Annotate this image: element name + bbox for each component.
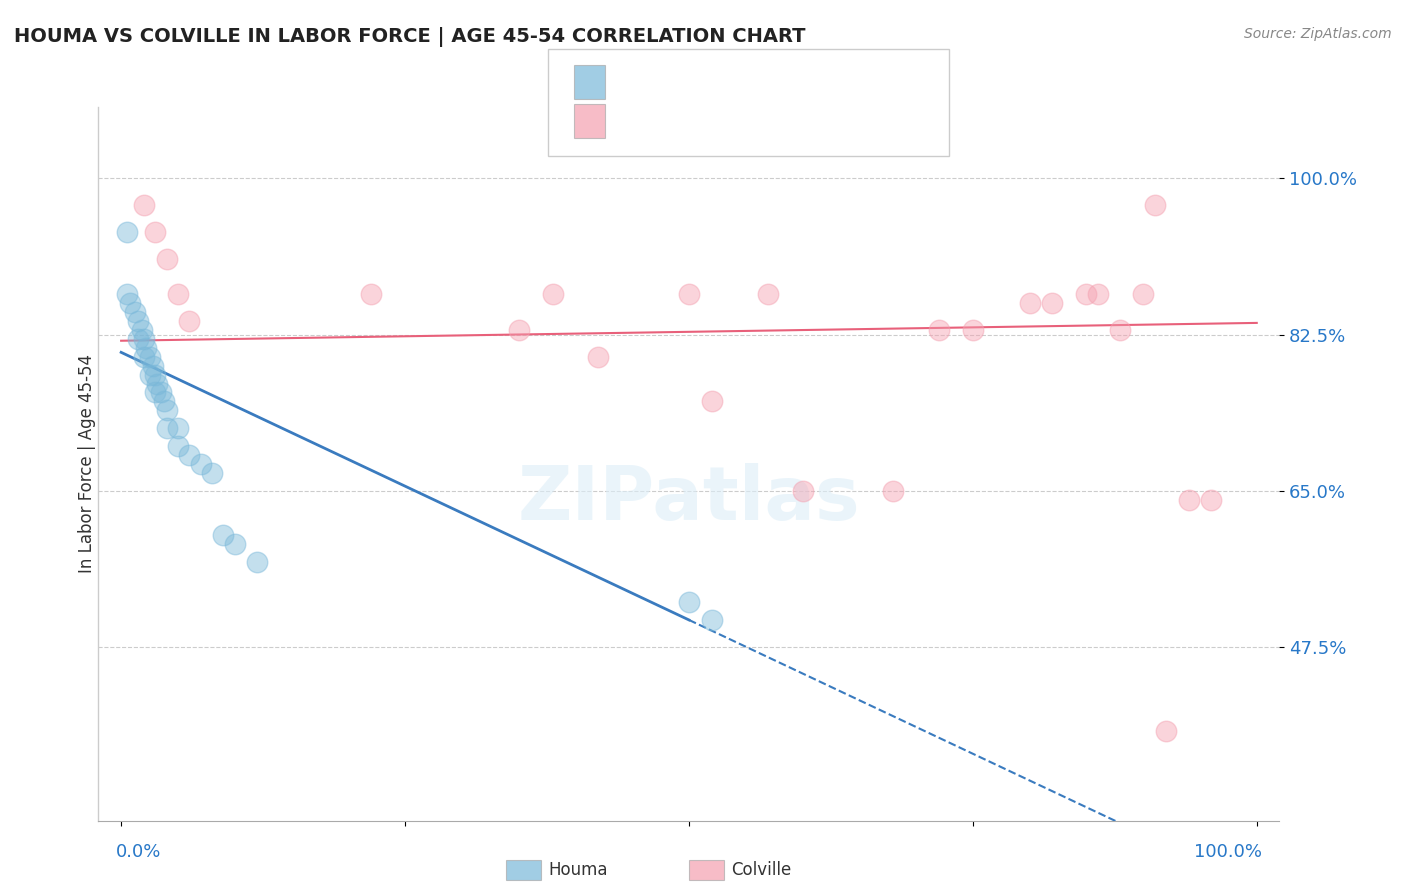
- Point: [146, 376, 169, 391]
- Point: [138, 350, 160, 364]
- Point: [138, 368, 160, 382]
- Point: [1201, 492, 1223, 507]
- Point: [1177, 492, 1199, 507]
- Point: [120, 296, 142, 310]
- Point: [124, 305, 146, 319]
- Point: [115, 225, 138, 239]
- Point: [1018, 296, 1040, 310]
- Point: [127, 332, 149, 346]
- Point: [1154, 724, 1177, 739]
- Point: [167, 439, 190, 453]
- Point: [155, 403, 177, 417]
- Point: [201, 466, 224, 480]
- Point: [928, 323, 950, 337]
- Point: [962, 323, 984, 337]
- Text: R =: R =: [616, 74, 652, 92]
- Text: 30: 30: [779, 74, 804, 92]
- Point: [758, 287, 780, 301]
- Point: [508, 323, 530, 337]
- Point: [153, 394, 176, 409]
- Text: R =: R =: [616, 113, 652, 131]
- Text: N =: N =: [721, 74, 773, 92]
- Point: [246, 555, 269, 569]
- Text: Colville: Colville: [731, 861, 792, 879]
- Point: [132, 350, 155, 364]
- Point: [678, 595, 700, 609]
- Point: [155, 252, 177, 266]
- Text: -0.481: -0.481: [651, 74, 704, 92]
- Point: [1040, 296, 1063, 310]
- Point: [143, 368, 166, 382]
- Text: 100.0%: 100.0%: [1195, 843, 1263, 861]
- Point: [115, 287, 138, 301]
- Point: [155, 421, 177, 435]
- Text: 34: 34: [779, 113, 804, 131]
- Point: [224, 537, 246, 551]
- Text: Houma: Houma: [548, 861, 607, 879]
- Point: [1132, 287, 1154, 301]
- Point: [179, 314, 201, 328]
- Point: [143, 225, 166, 239]
- Point: [678, 287, 700, 301]
- Point: [132, 198, 155, 212]
- Point: [700, 613, 723, 627]
- Text: 0.028: 0.028: [651, 113, 703, 131]
- Text: N =: N =: [721, 113, 773, 131]
- Point: [132, 332, 155, 346]
- Point: [1109, 323, 1132, 337]
- Point: [882, 483, 904, 498]
- Point: [541, 287, 564, 301]
- Point: [167, 287, 190, 301]
- Point: [1076, 287, 1098, 301]
- Point: [190, 457, 212, 471]
- Point: [135, 341, 157, 355]
- Text: Source: ZipAtlas.com: Source: ZipAtlas.com: [1244, 27, 1392, 41]
- Point: [1143, 198, 1166, 212]
- Point: [1087, 287, 1109, 301]
- Point: [142, 359, 165, 373]
- Point: [360, 287, 382, 301]
- Point: [143, 385, 166, 400]
- Point: [792, 483, 814, 498]
- Y-axis label: In Labor Force | Age 45-54: In Labor Force | Age 45-54: [79, 354, 96, 574]
- Point: [212, 528, 235, 542]
- Point: [700, 394, 723, 409]
- Point: [586, 350, 609, 364]
- Point: [149, 385, 172, 400]
- Text: 0.0%: 0.0%: [115, 843, 160, 861]
- Text: HOUMA VS COLVILLE IN LABOR FORCE | AGE 45-54 CORRELATION CHART: HOUMA VS COLVILLE IN LABOR FORCE | AGE 4…: [14, 27, 806, 46]
- Point: [131, 323, 153, 337]
- Point: [167, 421, 190, 435]
- Point: [179, 448, 201, 462]
- Text: ZIPatlas: ZIPatlas: [517, 463, 860, 536]
- Point: [127, 314, 149, 328]
